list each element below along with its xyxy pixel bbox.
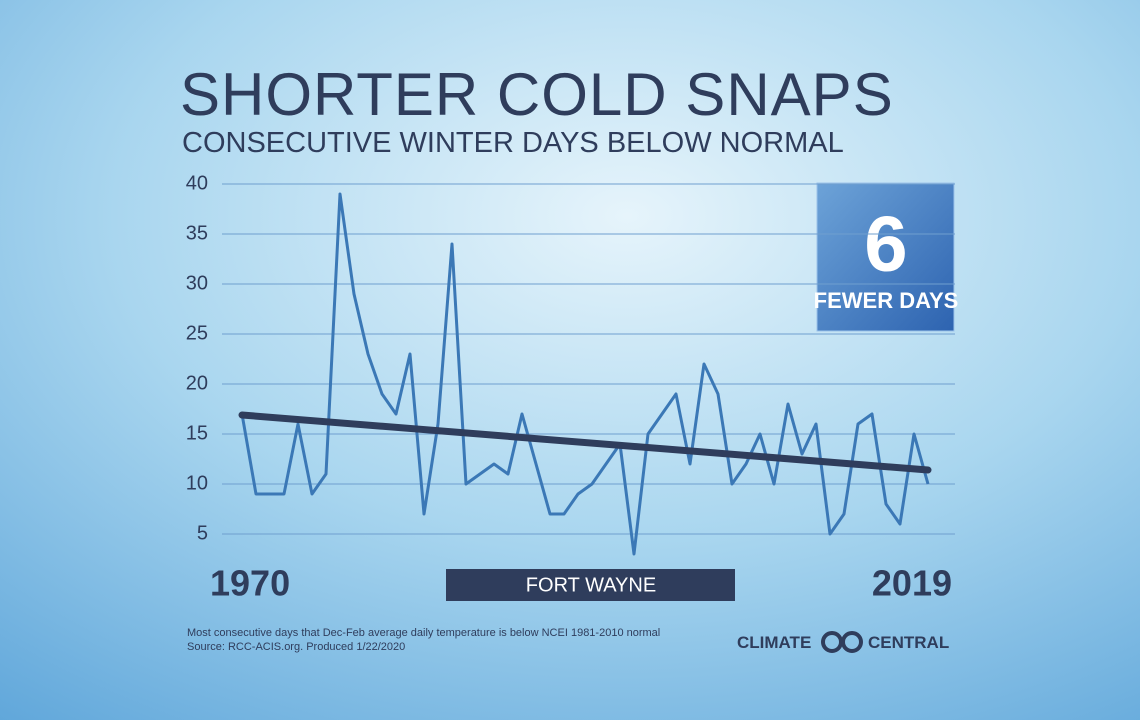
footnote: Source: RCC-ACIS.org. Produced 1/22/2020 [187, 641, 405, 653]
trend-line [238, 411, 932, 474]
y-tick-label: 20 [186, 372, 208, 394]
legend-banner [446, 569, 735, 601]
y-tick-label: 25 [186, 322, 208, 344]
data-line [240, 192, 930, 556]
logo-text: CENTRAL [868, 633, 949, 652]
y-tick-label: 15 [186, 422, 208, 444]
y-tick-label: 40 [186, 172, 208, 194]
y-tick-label: 30 [186, 272, 208, 294]
callout-text: FEWER DAYS [814, 288, 959, 313]
legend-label: FORT WAYNE [526, 574, 656, 596]
y-tick-label: 35 [186, 222, 208, 244]
chart-subtitle: CONSECUTIVE WINTER DAYS BELOW NORMAL [182, 127, 844, 159]
callout-number: 6 [864, 200, 907, 288]
logo-text: CLIMATE [737, 633, 811, 652]
callout-box [816, 182, 955, 332]
x-tick-label: 1970 [210, 563, 290, 604]
y-tick-label: 5 [197, 522, 208, 544]
logo-icon [821, 631, 863, 653]
x-tick-label: 2019 [872, 563, 952, 604]
footnote: Most consecutive days that Dec-Feb avera… [187, 627, 660, 639]
plot: 5 10 15 20 25 30 35 40 1970 2019 [186, 172, 955, 604]
y-tick-label: 10 [186, 472, 208, 494]
chart-title: SHORTER COLD SNAPS [180, 61, 894, 128]
